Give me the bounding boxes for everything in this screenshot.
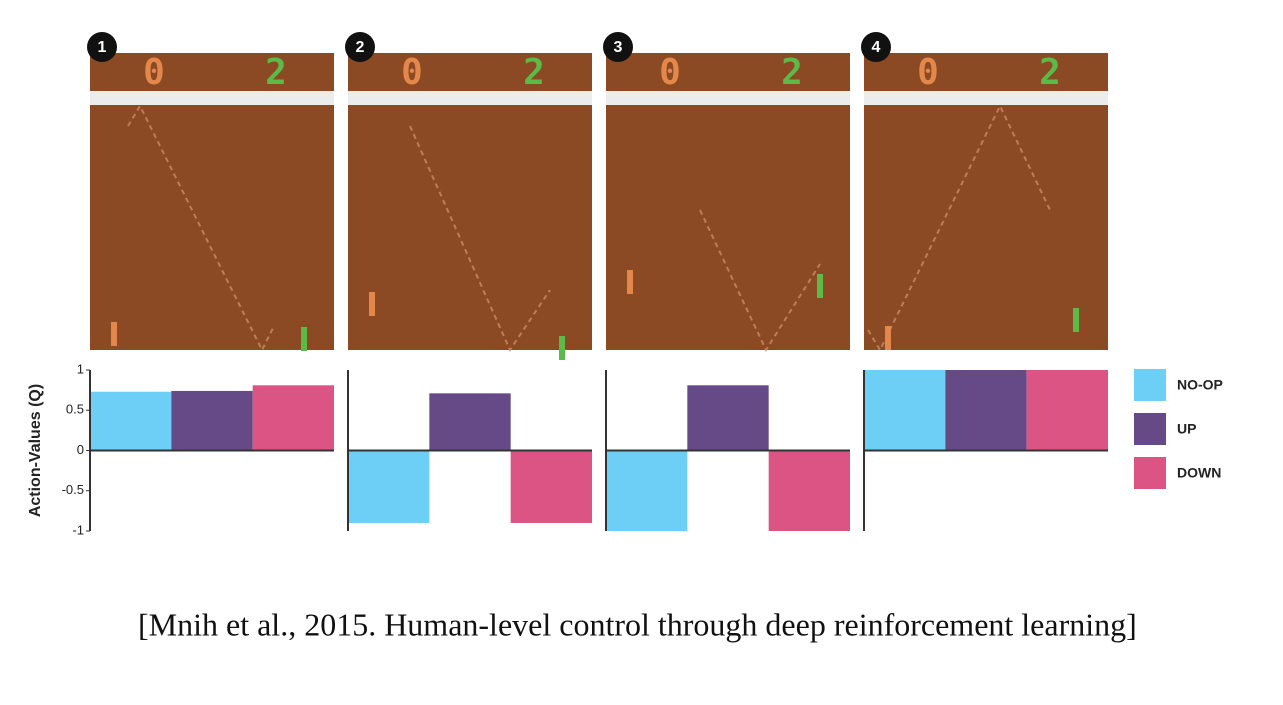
- game-wall: [348, 91, 592, 105]
- y-tick-label: -0.5: [62, 482, 84, 497]
- score-right: 2: [1039, 52, 1061, 93]
- panel-badge: [861, 32, 891, 62]
- y-axis-label: Action-Values (Q): [27, 384, 44, 517]
- panel-number: 2: [356, 39, 365, 56]
- game-header: [348, 53, 592, 91]
- score-left: 0: [659, 52, 681, 93]
- score-right: 2: [781, 52, 803, 93]
- bar: [429, 393, 511, 451]
- legend-label: UP: [1177, 421, 1196, 437]
- y-tick-label: 1: [77, 361, 84, 376]
- score-right: 2: [265, 52, 287, 93]
- game-field: [90, 105, 334, 350]
- game-header: [606, 53, 850, 91]
- panel-badge: [345, 32, 375, 62]
- bar: [768, 450, 850, 531]
- score-right: 2: [523, 52, 545, 93]
- score-left: 0: [143, 52, 165, 93]
- bar: [252, 385, 334, 451]
- paddle-right: [559, 336, 565, 360]
- panel-badge: [603, 32, 633, 62]
- caption: [Mnih et al., 2015. Human-level control …: [138, 606, 1137, 642]
- legend-swatch: [1134, 457, 1166, 489]
- y-tick-label: 0.5: [66, 402, 84, 417]
- score-left: 0: [917, 52, 939, 93]
- panel-badge: [87, 32, 117, 62]
- paddle-left: [111, 322, 117, 346]
- legend-swatch: [1134, 413, 1166, 445]
- y-tick-label: -1: [72, 522, 84, 537]
- bar: [864, 370, 946, 451]
- legend-label: NO-OP: [1177, 377, 1223, 393]
- paddle-left: [369, 292, 375, 316]
- bar: [945, 370, 1027, 451]
- legend-label: DOWN: [1177, 465, 1221, 481]
- bar: [510, 450, 592, 523]
- bar: [171, 390, 253, 451]
- panel-number: 4: [872, 39, 881, 56]
- ball-trail: [699, 209, 821, 353]
- game-wall: [864, 91, 1108, 105]
- game-wall: [90, 91, 334, 105]
- game-wall: [606, 91, 850, 105]
- panel-number: 3: [614, 39, 623, 56]
- game-header: [90, 53, 334, 91]
- ball-trail: [867, 103, 1051, 353]
- ball-trail: [127, 103, 275, 353]
- game-field: [348, 105, 592, 350]
- panel-number: 1: [98, 39, 107, 56]
- bar: [606, 450, 688, 531]
- bar: [90, 391, 172, 451]
- bar: [1026, 370, 1108, 451]
- ball-trail: [409, 125, 551, 353]
- paddle-right: [1073, 308, 1079, 332]
- paddle-right: [301, 327, 307, 351]
- bar: [687, 385, 769, 451]
- game-field: [606, 105, 850, 350]
- score-left: 0: [401, 52, 423, 93]
- y-tick-label: 0: [77, 442, 84, 457]
- game-field: [864, 105, 1108, 350]
- legend-swatch: [1134, 369, 1166, 401]
- paddle-left: [627, 270, 633, 294]
- paddle-left: [885, 326, 891, 350]
- bar: [348, 450, 430, 523]
- paddle-right: [817, 274, 823, 298]
- game-header: [864, 53, 1108, 91]
